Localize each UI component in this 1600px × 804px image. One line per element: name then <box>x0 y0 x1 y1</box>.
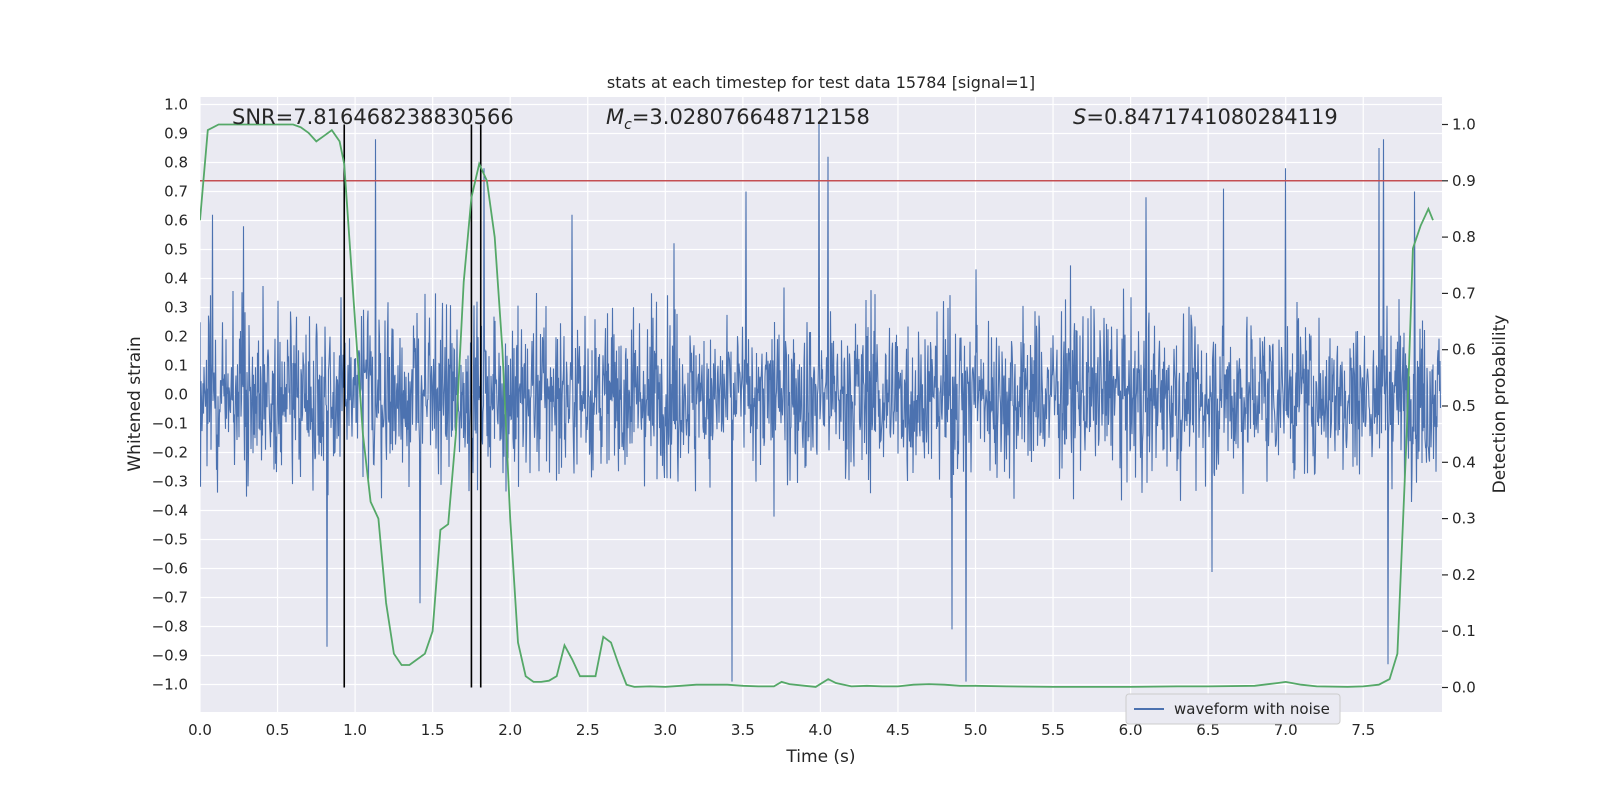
left-axis-label: Whitened strain <box>125 336 145 471</box>
waveform-series <box>200 121 1442 682</box>
snr-annotation: SNR=7.816468238830566 <box>232 105 514 129</box>
x-tick-label: 5.5 <box>1041 721 1065 739</box>
x-tick-label: 7.5 <box>1351 721 1375 739</box>
s-value: =0.8471741080284119 <box>1086 105 1337 129</box>
probability-line <box>200 123 1434 688</box>
y-left-tick-label: −1.0 <box>152 676 188 694</box>
mc-symbol: M <box>606 105 624 129</box>
y-left-tick-label: 0.5 <box>164 241 188 259</box>
legend-box <box>1125 693 1341 725</box>
chart-title: stats at each timestep for test data 157… <box>607 73 1035 92</box>
y-right-tick-label: 0.9 <box>1452 172 1476 190</box>
x-tick-label: 0.5 <box>266 721 290 739</box>
y-left-tick-label: −0.2 <box>152 444 188 462</box>
y-left-tick-label: −0.9 <box>152 647 188 665</box>
mc-value: =3.028076648712158 <box>632 105 870 129</box>
y-left-tick-label: 0.0 <box>164 386 188 404</box>
y-left-tick-label: −0.5 <box>152 531 188 549</box>
x-tick-label: 4.5 <box>886 721 910 739</box>
s-annotation: S=0.8471741080284119 <box>1073 105 1338 129</box>
x-tick-label: 2.0 <box>498 721 522 739</box>
x-tick-label: 1.0 <box>343 721 367 739</box>
y-left-tick-label: 0.9 <box>164 125 188 143</box>
y-left-tick-label: 0.2 <box>164 328 188 346</box>
y-left-tick-label: 0.8 <box>164 154 188 172</box>
probability-series <box>200 123 1434 688</box>
mc-annotation: Mc=3.028076648712158 <box>606 105 870 133</box>
y-right-tick-label: 0.2 <box>1452 566 1476 584</box>
y-right-tick-label: 0.4 <box>1452 453 1476 471</box>
x-tick-label: 6.5 <box>1196 721 1220 739</box>
y-left-tick-label: −0.4 <box>152 502 188 520</box>
x-axis-ticks: 0.0 0.5 1.0 1.5 2.0 2.5 3.0 3.5 4.0 4.5 5.0 5.5 6.0 6… <box>188 721 1375 739</box>
x-tick-label: 1.5 <box>421 721 445 739</box>
y-left-tick-label: 0.1 <box>164 357 188 375</box>
waveform-line <box>200 121 1442 682</box>
legend-label: waveform with noise <box>1174 700 1330 718</box>
legend: waveform with noise <box>1125 693 1341 725</box>
x-tick-label: 6.0 <box>1119 721 1143 739</box>
s-symbol: S <box>1073 105 1086 129</box>
x-tick-label: 3.0 <box>653 721 677 739</box>
y-left-tick-label: −0.1 <box>152 415 188 433</box>
y-right-tick-label: 0.0 <box>1452 679 1476 697</box>
x-tick-label: 3.5 <box>731 721 755 739</box>
y-right-tick-label: 1.0 <box>1452 116 1476 134</box>
y-left-tick-label: −0.3 <box>152 473 188 491</box>
y-left-tick-label: 0.6 <box>164 212 188 230</box>
mc-subscript: c <box>624 117 632 133</box>
x-axis-label: Time (s) <box>785 747 855 767</box>
y-left-tick-label: 1.0 <box>164 96 188 114</box>
y-right-tick-label: 0.8 <box>1452 228 1476 246</box>
y-left-tick-label: 0.3 <box>164 299 188 317</box>
y-left-tick-label: −0.7 <box>152 589 188 607</box>
y-right-tick-label: 0.1 <box>1452 622 1476 640</box>
y-left-tick-label: 0.7 <box>164 183 188 201</box>
vertical-markers <box>343 124 482 688</box>
x-tick-label: 4.0 <box>808 721 832 739</box>
y-left-tick-label: −0.6 <box>152 560 188 578</box>
x-tick-label: 2.5 <box>576 721 600 739</box>
y-right-tick-label: 0.5 <box>1452 397 1476 415</box>
y-left-tick-label: −0.8 <box>152 618 188 636</box>
right-axis-ticks: 1.0 0.9 0.8 0.7 0.6 0.5 0.4 0.3 0.2 0.1 0.0 <box>1442 116 1476 697</box>
y-right-tick-label: 0.7 <box>1452 284 1476 302</box>
y-left-tick-label: 0.4 <box>164 270 188 288</box>
right-axis-label: Detection probability <box>1490 315 1510 494</box>
y-right-tick-label: 0.6 <box>1452 341 1476 359</box>
x-tick-label: 5.0 <box>964 721 988 739</box>
y-right-tick-label: 0.3 <box>1452 510 1476 528</box>
left-axis-ticks: 1.0 0.9 0.8 0.7 0.6 0.5 0.4 0.3 0.2 0.1 0.0 −0.1 −0.… <box>152 96 188 694</box>
x-tick-label: 0.0 <box>188 721 212 739</box>
x-tick-label: 7.0 <box>1274 721 1298 739</box>
